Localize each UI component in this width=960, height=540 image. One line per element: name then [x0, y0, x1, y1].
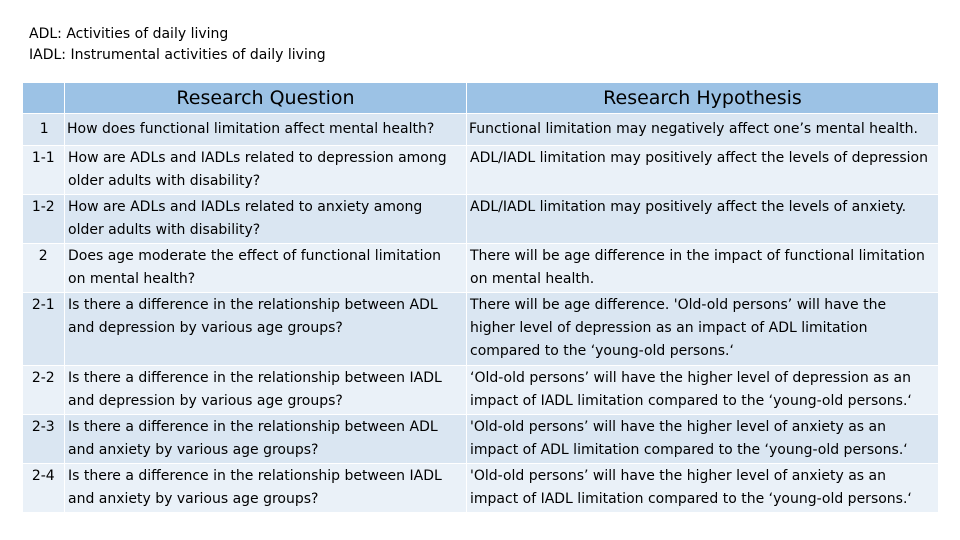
- research-table: Research Question Research Hypothesis 1 …: [22, 82, 939, 513]
- row-number: 2-2: [22, 365, 65, 415]
- row-question: How does functional limitation affect me…: [64, 113, 467, 146]
- table-row: 2-1 Is there a difference in the relatio…: [22, 292, 939, 366]
- row-number: 2-1: [22, 292, 65, 366]
- header-research-question: Research Question: [64, 82, 467, 114]
- table-row: 1-1 How are ADLs and IADLs related to de…: [22, 145, 939, 195]
- row-number: 1: [22, 113, 65, 146]
- row-question: How are ADLs and IADLs related to anxiet…: [64, 194, 467, 244]
- table-row: 1 How does functional limitation affect …: [22, 113, 939, 146]
- row-question: Is there a difference in the relationshi…: [64, 292, 467, 366]
- row-question: Is there a difference in the relationshi…: [64, 414, 467, 464]
- row-hypothesis: ‘Old-old persons’ will have the higher l…: [466, 365, 939, 415]
- row-number: 1-1: [22, 145, 65, 195]
- row-question: Is there a difference in the relationshi…: [64, 365, 467, 415]
- row-hypothesis: ADL/IADL limitation may positively affec…: [466, 145, 939, 195]
- row-hypothesis: 'Old-old persons’ will have the higher l…: [466, 463, 939, 513]
- row-number: 1-2: [22, 194, 65, 244]
- row-number: 2: [22, 243, 65, 293]
- row-number: 2-3: [22, 414, 65, 464]
- row-hypothesis: Functional limitation may negatively aff…: [466, 113, 939, 146]
- table-row: 2-2 Is there a difference in the relatio…: [22, 365, 939, 415]
- header-number: [22, 82, 65, 114]
- table-row: 2 Does age moderate the effect of functi…: [22, 243, 939, 293]
- row-hypothesis: ADL/IADL limitation may positively affec…: [466, 194, 939, 244]
- table-row: 1-2 How are ADLs and IADLs related to an…: [22, 194, 939, 244]
- row-question: Is there a difference in the relationshi…: [64, 463, 467, 513]
- table-row: 2-3 Is there a difference in the relatio…: [22, 414, 939, 464]
- definitions: ADL: Activities of daily living IADL: In…: [29, 24, 326, 66]
- definition-adl: ADL: Activities of daily living: [29, 26, 229, 42]
- row-hypothesis: 'Old-old persons’ will have the higher l…: [466, 414, 939, 464]
- row-question: How are ADLs and IADLs related to depres…: [64, 145, 467, 195]
- definition-iadl: IADL: Instrumental activities of daily l…: [29, 47, 326, 63]
- row-hypothesis: There will be age difference in the impa…: [466, 243, 939, 293]
- row-number: 2-4: [22, 463, 65, 513]
- row-question: Does age moderate the effect of function…: [64, 243, 467, 293]
- row-hypothesis: There will be age difference. 'Old-old p…: [466, 292, 939, 366]
- table-row: 2-4 Is there a difference in the relatio…: [22, 463, 939, 513]
- table-header-row: Research Question Research Hypothesis: [22, 82, 939, 114]
- header-research-hypothesis: Research Hypothesis: [466, 82, 939, 114]
